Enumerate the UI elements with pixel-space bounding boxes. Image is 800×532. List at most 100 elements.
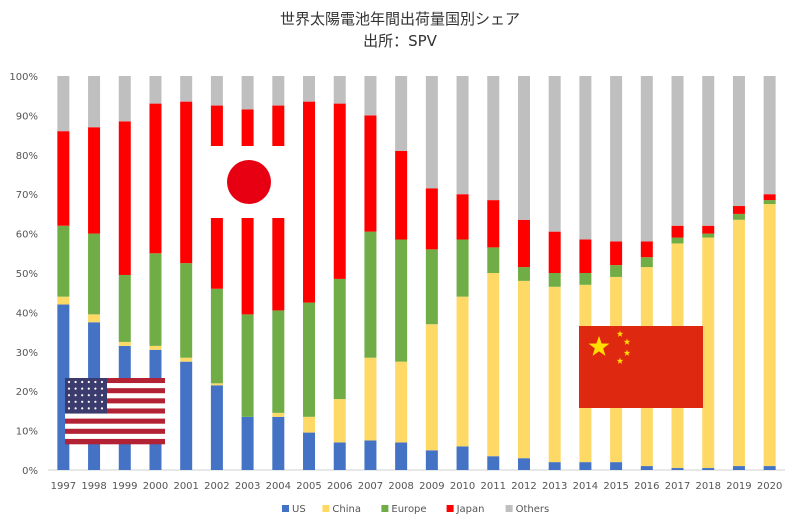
bar-segment-others — [303, 76, 316, 102]
bar-segment-china — [364, 357, 377, 441]
bar-segment-us — [548, 462, 561, 470]
bar-segment-us — [180, 361, 193, 470]
bar-segment-others — [517, 76, 530, 220]
bar-segment-china — [548, 286, 561, 463]
bar-segment-europe — [517, 267, 530, 281]
y-tick-label: 40% — [16, 308, 38, 319]
bar-segment-europe — [671, 237, 684, 244]
bar-segment-japan — [88, 127, 101, 234]
bar-segment-us — [671, 468, 684, 470]
y-tick-label: 80% — [16, 151, 38, 162]
bar-segment-others — [732, 76, 745, 207]
x-tick-label: 2001 — [173, 481, 198, 492]
bar-segment-china — [395, 361, 408, 443]
bar-segment-japan — [671, 225, 684, 238]
bar-segment-us — [395, 442, 408, 470]
legend-swatch-japan — [446, 505, 454, 512]
bar-segment-europe — [610, 265, 623, 277]
y-tick-label: 90% — [16, 111, 38, 122]
bar-segment-europe — [118, 274, 131, 342]
bar-segment-japan — [763, 194, 776, 201]
bar-segment-japan — [702, 225, 715, 234]
x-tick-label: 2005 — [296, 481, 321, 492]
bar-segment-japan — [610, 241, 623, 266]
bar-segment-china — [763, 204, 776, 467]
x-tick-label: 2020 — [757, 481, 782, 492]
japan-flag-icon — [195, 146, 303, 218]
bar-segment-europe — [763, 200, 776, 205]
bar-segment-others — [333, 76, 346, 104]
bar-segment-others — [180, 76, 193, 102]
legend-swatch-others — [505, 505, 513, 512]
bar-segment-japan — [456, 194, 469, 240]
legend-label-us: US — [292, 504, 306, 515]
bar-segment-others — [763, 76, 776, 195]
legend-label-others: Others — [516, 504, 550, 515]
x-tick-label: 2000 — [143, 481, 168, 492]
bar-segment-japan — [57, 131, 70, 226]
bar-segment-others — [640, 76, 653, 242]
y-tick-label: 50% — [16, 269, 38, 280]
y-tick-label: 0% — [22, 466, 38, 477]
legend-swatch-europe — [381, 505, 389, 512]
bar-segment-china — [210, 383, 223, 386]
bar-segment-japan — [425, 188, 438, 250]
x-tick-label: 2006 — [327, 481, 352, 492]
bar-segment-europe — [241, 314, 254, 417]
bar-segment-japan — [333, 103, 346, 279]
x-tick-label: 2004 — [266, 481, 291, 492]
bar-segment-europe — [88, 233, 101, 315]
bar-segment-us — [517, 458, 530, 470]
bar-segment-japan — [548, 231, 561, 273]
y-tick-label: 60% — [16, 230, 38, 241]
bar-segment-others — [395, 76, 408, 151]
bar-segment-japan — [180, 101, 193, 264]
bar-segment-china — [57, 296, 70, 305]
bar-segment-europe — [548, 273, 561, 287]
legend-label-china: China — [332, 504, 361, 515]
x-tick-label: 2018 — [696, 481, 721, 492]
x-tick-label: 2011 — [481, 481, 506, 492]
bar-segment-others — [272, 76, 285, 106]
bar-segment-europe — [333, 278, 346, 400]
legend-label-europe: Europe — [391, 504, 426, 515]
bar-segment-japan — [303, 101, 316, 303]
bar-segment-others — [364, 76, 377, 116]
x-tick-label: 1998 — [81, 481, 106, 492]
chart-title: 世界太陽電池年間出荷量国別シェア — [279, 10, 520, 28]
y-tick-label: 100% — [9, 72, 38, 83]
bar-segment-china — [149, 345, 162, 350]
bar-segment-us — [487, 456, 500, 470]
bar-segment-china — [732, 219, 745, 467]
bar-segment-japan — [517, 219, 530, 268]
bar-segment-us — [210, 385, 223, 470]
bar-segment-china — [456, 296, 469, 447]
bar-segment-europe — [579, 273, 592, 285]
bar-segment-japan — [395, 150, 408, 240]
bar-segment-china — [517, 280, 530, 459]
x-tick-label: 2008 — [388, 481, 413, 492]
bar-segment-japan — [579, 239, 592, 273]
bar-segment-europe — [732, 213, 745, 220]
bar-segment-others — [425, 76, 438, 189]
bar-segment-europe — [303, 302, 316, 417]
y-tick-label: 70% — [16, 190, 38, 201]
bar-segment-europe — [487, 247, 500, 273]
bar-segment-japan — [732, 206, 745, 214]
x-tick-label: 2014 — [573, 481, 598, 492]
bar-segment-europe — [57, 225, 70, 297]
bar-segment-europe — [180, 263, 193, 358]
bar-segment-us — [456, 446, 469, 470]
bar-segment-japan — [149, 103, 162, 254]
bar-segment-europe — [456, 239, 469, 297]
x-tick-label: 2003 — [235, 481, 260, 492]
bar-segment-others — [456, 76, 469, 195]
bar-segment-others — [548, 76, 561, 232]
bar-segment-us — [763, 466, 776, 470]
bar-segment-china — [487, 273, 500, 457]
bar-segment-europe — [395, 239, 408, 362]
bar-segment-europe — [425, 249, 438, 325]
bar-segment-japan — [364, 115, 377, 232]
